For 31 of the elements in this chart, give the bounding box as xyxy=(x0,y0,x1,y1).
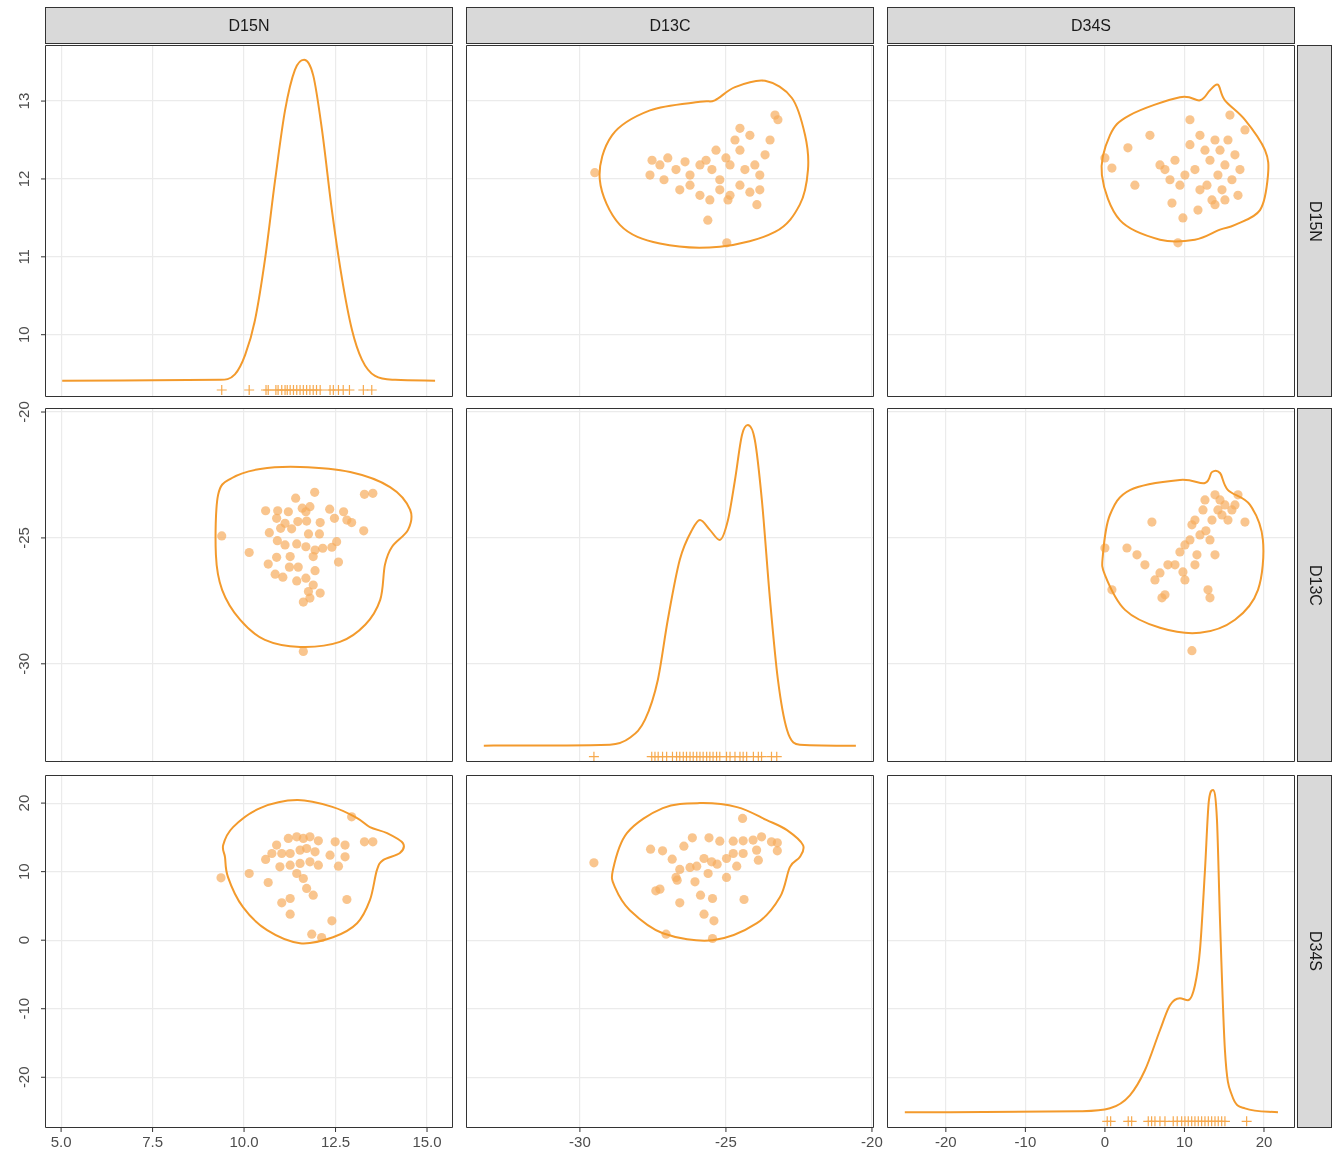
chart-title: D13C xyxy=(466,7,874,44)
x-tick-label: -10 xyxy=(1014,1132,1037,1150)
y-tick-label: 13 xyxy=(15,92,33,110)
x-tick-label: 0 xyxy=(1100,1132,1110,1150)
x-tick-label: -20 xyxy=(935,1132,957,1150)
x-tick-label: 20 xyxy=(1255,1132,1273,1150)
y-tick-label: 10 xyxy=(15,863,33,880)
y-tick-label: 10 xyxy=(15,326,33,344)
y-tick-label: -20 xyxy=(15,1066,33,1089)
x-tick-label: -20 xyxy=(861,1132,883,1150)
y-tick-label: -20 xyxy=(15,401,33,423)
x-tick-label: 10 xyxy=(1176,1132,1193,1150)
y-tick-label: 12 xyxy=(15,170,33,188)
y2-axis-title: D34S xyxy=(1297,775,1332,1128)
x-tick-label: 12.5 xyxy=(320,1132,351,1150)
x-tick-label: -30 xyxy=(569,1132,591,1150)
y-tick-label: -10 xyxy=(15,997,33,1020)
y2-axis-title: D13C xyxy=(1297,408,1332,762)
y-tick-label: 20 xyxy=(15,794,33,812)
x-tick-label: -25 xyxy=(715,1132,737,1150)
x-tick-label: 10.0 xyxy=(229,1132,259,1150)
x-tick-label: 5.0 xyxy=(50,1132,72,1150)
y-tick-label: -25 xyxy=(15,527,33,549)
y-tick-label: 0 xyxy=(15,936,33,945)
y-tick-label: -30 xyxy=(15,652,33,675)
chart-title: D34S xyxy=(887,7,1295,44)
y-tick-label: 11 xyxy=(15,249,33,265)
x-tick-label: 7.5 xyxy=(142,1132,164,1150)
y2-axis-title: D15N xyxy=(1297,45,1332,397)
x-tick-label: 15.0 xyxy=(412,1132,442,1150)
chart-title: D15N xyxy=(45,7,453,44)
